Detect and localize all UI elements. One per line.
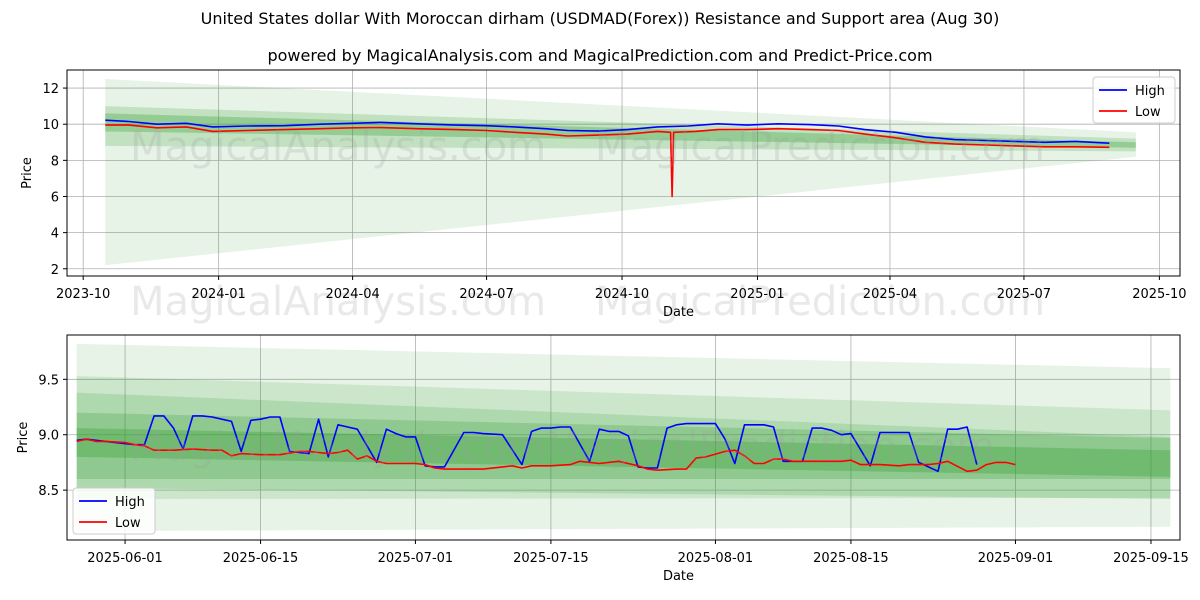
y-tick-label: 2 xyxy=(51,263,59,278)
x-tick-label: 2025-09-01 xyxy=(978,551,1054,566)
watermark-text: MagicalAnalysis.com xyxy=(130,124,546,170)
support-resistance-band xyxy=(105,79,1136,266)
x-tick-label: 2025-07 xyxy=(997,287,1051,302)
legend-label-low: Low xyxy=(1135,105,1161,120)
chart-title: United States dollar With Moroccan dirha… xyxy=(200,9,1000,28)
series-line-high xyxy=(76,415,978,473)
panel-2: MagicalAnalysis.comMagicalPrediction.com… xyxy=(16,334,1189,584)
x-tick-label: 2025-10 xyxy=(1132,287,1186,302)
series-line-low xyxy=(105,124,1110,198)
support-resistance-band xyxy=(76,376,1171,499)
series-line-high xyxy=(105,119,1110,144)
legend-label-high: High xyxy=(1135,84,1165,99)
series-line-low xyxy=(76,438,1016,473)
x-tick-label: 2025-01 xyxy=(730,287,784,302)
x-tick-label: 2024-04 xyxy=(325,287,379,302)
support-resistance-band xyxy=(76,428,1171,477)
x-tick-label: 2025-06-15 xyxy=(223,551,299,566)
watermark-text: MagicalPrediction.com xyxy=(595,279,1045,325)
legend-label-high: High xyxy=(115,495,145,510)
x-tick-label: 2025-07-15 xyxy=(513,551,589,566)
support-resistance-band xyxy=(76,392,1171,499)
watermark-text: MagicalAnalysis.com xyxy=(130,279,546,325)
legend-label-low: Low xyxy=(115,516,141,531)
plot-frame xyxy=(66,69,1181,277)
x-tick-label: 2025-04 xyxy=(863,287,917,302)
x-tick-label: 2025-09-15 xyxy=(1113,551,1189,566)
y-tick-label: 9.0 xyxy=(38,429,59,444)
support-resistance-band xyxy=(76,412,1171,480)
x-tick-label: 2025-08-15 xyxy=(813,551,889,566)
watermark-text: MagicalPrediction.com xyxy=(545,424,995,470)
watermark-text: MagicalAnalysis.com xyxy=(130,424,546,470)
plot-frame xyxy=(66,334,1181,541)
legend: High Low xyxy=(72,487,156,535)
chart-subtitle: powered by MagicalAnalysis.com and Magic… xyxy=(267,46,933,65)
panel-1: MagicalAnalysis.com MagicalPrediction.com… xyxy=(20,69,1187,325)
y-axis-label: Price xyxy=(20,157,35,189)
legend: High Low xyxy=(1092,76,1176,124)
y-tick-label: 6 xyxy=(51,190,59,205)
x-tick-label: 2025-08-01 xyxy=(678,551,754,566)
y-tick-label: 9.5 xyxy=(38,373,59,388)
x-tick-label: 2025-06-01 xyxy=(87,551,163,566)
x-tick-label: 2024-01 xyxy=(191,287,245,302)
watermark-text: MagicalPrediction.com xyxy=(595,124,1045,170)
support-resistance-band xyxy=(105,106,1136,152)
x-axis-label: Date xyxy=(663,569,694,584)
y-tick-label: 12 xyxy=(42,82,59,97)
x-axis-label: Date xyxy=(663,305,694,320)
support-resistance-band xyxy=(76,343,1171,532)
x-tick-label: 2025-07-01 xyxy=(378,551,454,566)
y-tick-label: 8 xyxy=(51,154,59,169)
y-tick-label: 8.5 xyxy=(38,484,59,499)
x-tick-label: 2023-10 xyxy=(56,287,110,302)
x-tick-label: 2024-07 xyxy=(459,287,513,302)
x-tick-label: 2024-10 xyxy=(595,287,649,302)
y-axis-label: Price xyxy=(16,422,31,454)
y-tick-label: 4 xyxy=(51,227,59,242)
y-tick-label: 10 xyxy=(42,118,59,133)
